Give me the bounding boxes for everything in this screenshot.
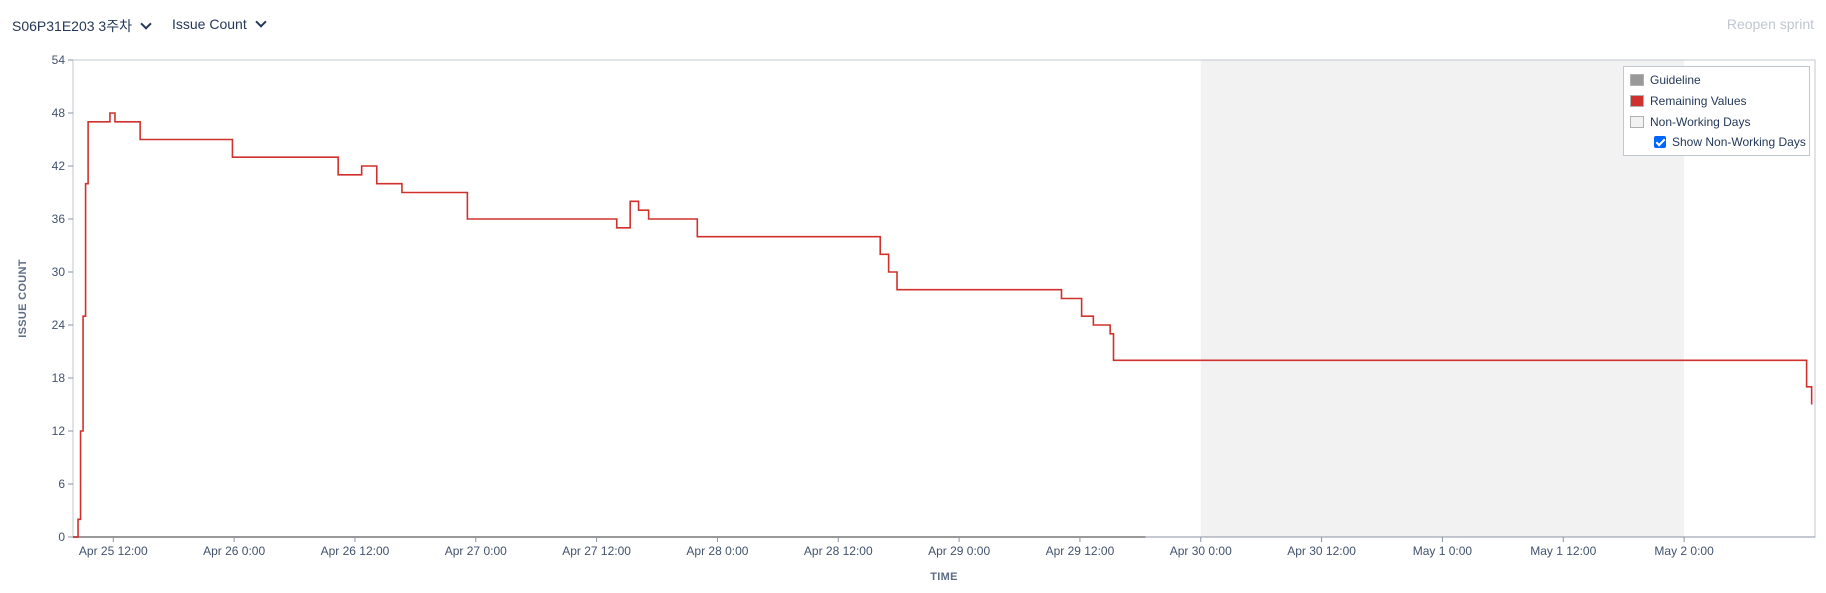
- y-tick-label: 42: [52, 159, 66, 173]
- legend: Guideline Remaining Values Non-Working D…: [1623, 66, 1810, 156]
- y-tick-label: 12: [52, 424, 66, 438]
- non-working-swatch: [1630, 116, 1644, 128]
- x-tick-label: Apr 26 12:00: [321, 544, 390, 558]
- x-axis-title: TIME: [930, 571, 957, 583]
- x-tick-label: Apr 30 12:00: [1287, 544, 1356, 558]
- guideline-swatch: [1630, 74, 1644, 86]
- checkbox-checked-icon[interactable]: [1654, 136, 1666, 148]
- x-tick-label: Apr 28 0:00: [686, 544, 748, 558]
- toolbar: S06P31E203 3주차 Issue Count Reopen sprint: [0, 0, 1826, 50]
- legend-label-non-working: Non-Working Days: [1650, 115, 1751, 129]
- y-tick-label: 30: [52, 265, 66, 279]
- x-tick-label: May 1 0:00: [1413, 544, 1473, 558]
- x-tick-label: May 1 12:00: [1530, 544, 1596, 558]
- x-tick-label: Apr 30 0:00: [1170, 544, 1232, 558]
- metric-dropdown-label: Issue Count: [172, 16, 247, 32]
- y-axis-title: ISSUE COUNT: [17, 259, 29, 337]
- x-tick-label: Apr 26 0:00: [203, 544, 265, 558]
- legend-item-remaining[interactable]: Remaining Values: [1630, 94, 1747, 108]
- y-tick-label: 48: [52, 106, 66, 120]
- x-tick-label: Apr 27 0:00: [445, 544, 507, 558]
- y-tick-label: 6: [58, 477, 65, 491]
- y-tick-label: 54: [52, 53, 66, 67]
- show-non-working-label: Show Non-Working Days: [1672, 135, 1806, 149]
- x-tick-label: Apr 29 12:00: [1046, 544, 1115, 558]
- x-tick-label: Apr 28 12:00: [804, 544, 873, 558]
- x-tick-label: Apr 27 12:00: [562, 544, 631, 558]
- legend-item-guideline[interactable]: Guideline: [1630, 73, 1701, 87]
- metric-dropdown[interactable]: Issue Count: [172, 16, 267, 32]
- legend-item-non-working[interactable]: Non-Working Days: [1630, 115, 1750, 129]
- x-tick-label: May 2 0:00: [1654, 544, 1714, 558]
- show-non-working-toggle[interactable]: Show Non-Working Days: [1654, 135, 1806, 149]
- remaining-swatch: [1630, 95, 1644, 107]
- legend-label-remaining: Remaining Values: [1650, 94, 1747, 108]
- x-tick-label: Apr 25 12:00: [79, 544, 148, 558]
- legend-label-guideline: Guideline: [1650, 73, 1701, 87]
- sprint-dropdown[interactable]: S06P31E203 3주차: [12, 16, 152, 36]
- y-tick-label: 24: [52, 318, 66, 332]
- x-tick-label: Apr 29 0:00: [928, 544, 990, 558]
- remaining-values-line: [73, 112, 1813, 538]
- reopen-sprint-button[interactable]: Reopen sprint: [1726, 16, 1814, 32]
- y-tick-label: 36: [52, 212, 66, 226]
- y-tick-label: 18: [52, 371, 66, 385]
- non-working-days-region: [1200, 60, 1685, 537]
- y-tick-label: 0: [58, 530, 65, 544]
- sprint-dropdown-label: S06P31E203 3주차: [12, 18, 132, 34]
